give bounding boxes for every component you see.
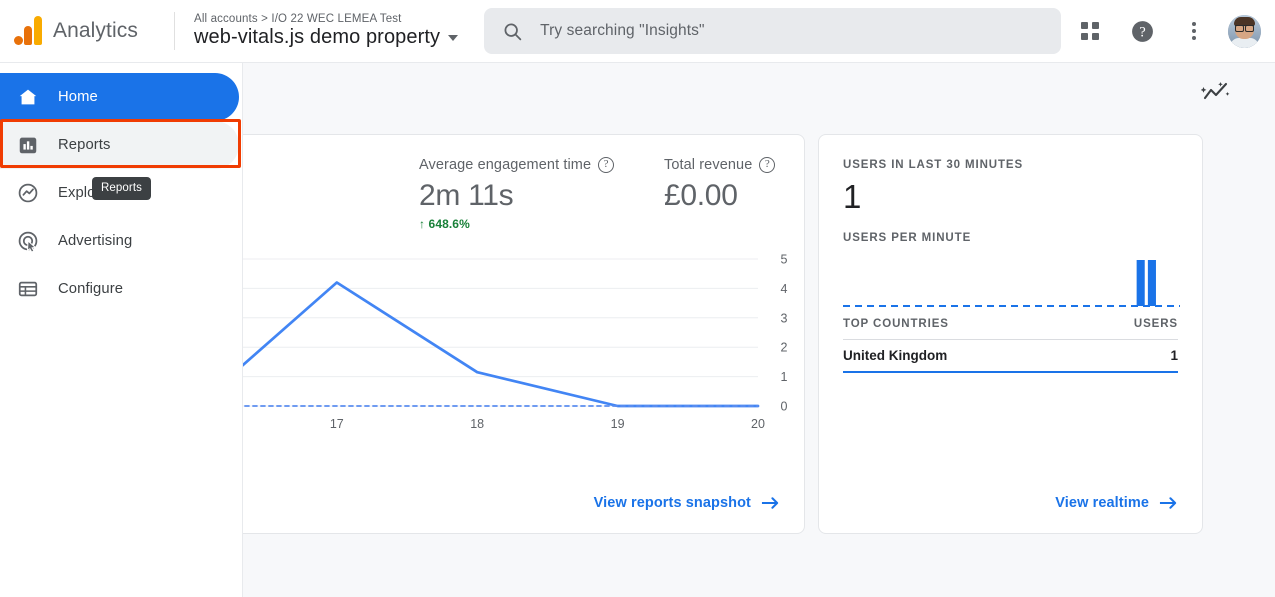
chevron-down-icon[interactable] <box>448 34 459 41</box>
svg-text:19: 19 <box>611 417 625 431</box>
property-title-row[interactable]: web-vitals.js demo property <box>194 26 459 49</box>
view-reports-snapshot-link[interactable]: View reports snapshot <box>594 495 780 511</box>
grid-apps-icon <box>1081 22 1099 40</box>
explore-compass-icon <box>17 182 43 204</box>
svg-text:1: 1 <box>781 370 788 384</box>
metric-value: 2m 11s <box>419 179 514 212</box>
brand-divider <box>174 12 175 50</box>
view-realtime-link[interactable]: View realtime <box>1055 495 1178 511</box>
svg-text:3: 3 <box>781 311 788 325</box>
avatar[interactable] <box>1228 14 1261 48</box>
sidebar-item-label: Home <box>58 89 98 105</box>
table-header-row: TOP COUNTRIES USERS <box>843 318 1178 340</box>
top-bar-actions: ? <box>1072 13 1275 49</box>
cell-country: United Kingdom <box>843 348 948 363</box>
sidebar-item-label: Reports <box>58 137 111 153</box>
svg-text:0: 0 <box>781 400 788 414</box>
users-per-minute-bar-chart <box>843 254 1180 316</box>
more-options-button[interactable] <box>1176 13 1212 49</box>
brand[interactable]: Analytics <box>0 16 170 46</box>
bar-chart-icon <box>17 134 43 156</box>
advertising-target-icon <box>17 230 43 252</box>
metric-label: Total revenue <box>664 157 753 173</box>
sidebar-nav: Home Reports Explore <box>0 63 243 597</box>
arrow-right-icon <box>1159 497 1177 509</box>
sidebar-tooltip: Reports <box>92 177 151 200</box>
users-per-minute-caption: USERS PER MINUTE <box>843 232 972 244</box>
help-circle-icon[interactable]: ? <box>598 157 615 173</box>
svg-text:20: 20 <box>751 417 765 431</box>
metrics-row: w users Average engagement time ? 2m 11s… <box>56 157 804 231</box>
page-title: web-vitals.js demo property <box>194 26 441 48</box>
metric-avg-engagement-time: Average engagement time ? 2m 11s ↑ 648.6… <box>419 157 664 231</box>
search-wrapper: Try searching "Insights" <box>484 8 1062 54</box>
arrow-up-icon: ↑ <box>419 217 426 231</box>
kebab-menu-icon <box>1192 22 1196 40</box>
brand-name: Analytics <box>53 19 138 42</box>
metric-total-revenue: Total revenue ? £0.00 <box>664 157 804 231</box>
help-circle-icon: ? <box>1131 20 1153 42</box>
sidebar-item-label: Configure <box>58 281 124 297</box>
metric-value: £0.00 <box>664 179 738 212</box>
realtime-body: USERS IN LAST 30 MINUTES 1 USERS PER MIN… <box>843 159 1180 373</box>
sidebar-item-advertising[interactable]: Advertising <box>0 217 239 265</box>
configure-list-icon <box>17 278 43 300</box>
svg-text:5: 5 <box>781 253 788 267</box>
sidebar-item-home[interactable]: Home <box>0 73 239 121</box>
sidebar-item-reports[interactable]: Reports <box>0 121 239 169</box>
account-selector[interactable]: All accounts > I/O 22 WEC LEMEA Test web… <box>175 13 459 49</box>
realtime-users-value: 1 <box>843 178 861 215</box>
search-placeholder: Try searching "Insights" <box>540 22 705 39</box>
cell-users: 1 <box>1170 348 1178 363</box>
svg-text:4: 4 <box>781 282 788 296</box>
sidebar-item-configure[interactable]: Configure <box>0 265 239 313</box>
help-button[interactable]: ? <box>1124 13 1160 49</box>
realtime-card: USERS IN LAST 30 MINUTES 1 USERS PER MIN… <box>818 134 1203 534</box>
top-bar: Analytics All accounts > I/O 22 WEC LEME… <box>0 0 1275 63</box>
insights-sparkline-icon[interactable] <box>1200 80 1231 106</box>
svg-text:18: 18 <box>470 417 484 431</box>
svg-text:?: ? <box>1139 24 1145 40</box>
table-row[interactable]: United Kingdom 1 <box>843 340 1178 373</box>
help-circle-icon[interactable]: ? <box>759 157 776 173</box>
apps-button[interactable] <box>1072 13 1108 49</box>
sidebar-item-label: Advertising <box>58 233 133 249</box>
search-input[interactable]: Try searching "Insights" <box>484 8 1062 54</box>
column-header-country: TOP COUNTRIES <box>843 318 949 330</box>
top-countries-table: TOP COUNTRIES USERS United Kingdom 1 <box>843 318 1178 373</box>
metric-delta: ↑ 648.6% <box>419 217 470 231</box>
column-header-users: USERS <box>1133 318 1178 330</box>
svg-text:2: 2 <box>781 341 788 355</box>
home-icon <box>17 86 43 108</box>
search-icon <box>504 23 522 40</box>
svg-text:17: 17 <box>330 417 344 431</box>
arrow-right-icon <box>761 497 779 509</box>
metric-label: Average engagement time <box>419 157 592 173</box>
realtime-users-caption: USERS IN LAST 30 MINUTES <box>843 159 1024 171</box>
analytics-logo-icon <box>14 16 42 46</box>
breadcrumb: All accounts > I/O 22 WEC LEMEA Test <box>194 13 402 25</box>
